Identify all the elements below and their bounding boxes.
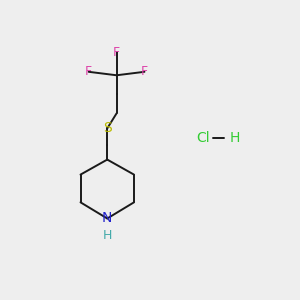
Text: H: H: [230, 130, 240, 145]
Text: F: F: [85, 65, 92, 78]
Text: Cl: Cl: [196, 130, 209, 145]
Text: F: F: [113, 46, 120, 59]
Text: F: F: [141, 65, 148, 78]
Text: N: N: [102, 212, 112, 226]
Text: H: H: [103, 229, 112, 242]
Text: S: S: [103, 122, 112, 135]
